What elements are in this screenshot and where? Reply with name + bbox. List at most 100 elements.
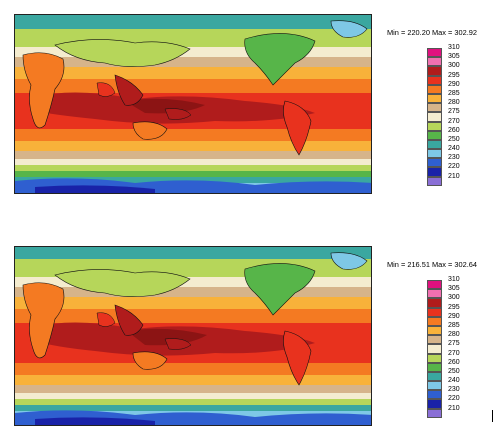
legend-row-305: 305 xyxy=(427,285,487,299)
legend-row-240: 240 xyxy=(427,377,487,391)
legend-row-310: 310 xyxy=(427,276,487,290)
legend-label-300: 300 xyxy=(448,62,460,70)
colorbar-legend-top: 310 305 300 295 290 285 280 275 270 260 250 240 230 2… xyxy=(427,44,487,186)
legend-label-300: 300 xyxy=(448,294,460,302)
legend-label-280: 280 xyxy=(448,331,460,339)
legend-row-300: 300 xyxy=(427,62,487,76)
legend-label-230: 230 xyxy=(448,386,460,394)
legend-row-295: 295 xyxy=(427,304,487,317)
legend-row-290: 290 xyxy=(427,81,487,94)
legend-label-250: 250 xyxy=(448,367,460,375)
legend-row-285: 285 xyxy=(427,322,487,336)
legend-label-220: 220 xyxy=(448,395,460,403)
text-cursor xyxy=(492,410,493,422)
legend-swatch-305 xyxy=(427,57,442,67)
minmax-label-top: Min = 220.20 Max = 302.92 xyxy=(387,28,477,37)
legend-swatch-295 xyxy=(427,75,442,85)
legend-label-210: 210 xyxy=(448,404,460,412)
legend-swatch-290 xyxy=(427,84,442,94)
legend-label-250: 250 xyxy=(448,135,460,143)
legend-swatch-280 xyxy=(427,335,442,345)
legend-row-295: 295 xyxy=(427,72,487,85)
legend-swatch-230 xyxy=(427,390,442,400)
legend-swatch-250 xyxy=(427,371,442,382)
legend-swatch-290 xyxy=(427,316,442,326)
panel-bottom: Min = 216.51 Max = 302.64 310 305 300 295 29… xyxy=(0,232,503,426)
legend-row-220: 220 xyxy=(427,395,487,409)
legend-row-250: 250 xyxy=(427,136,487,150)
legend-swatch-285 xyxy=(427,325,442,336)
legend-swatch-220 xyxy=(427,399,442,409)
legend-row-230: 230 xyxy=(427,154,487,168)
legend-row-230: 230 xyxy=(427,386,487,400)
legend-swatch-210 xyxy=(427,176,442,186)
legend-label-275: 275 xyxy=(448,108,460,116)
legend-label-285: 285 xyxy=(448,89,460,97)
legend-label-310: 310 xyxy=(448,44,460,51)
max-value-bottom: Max = 302.64 xyxy=(432,260,477,269)
min-value-bottom: Min = 216.51 xyxy=(387,260,430,269)
legend-row-280: 280 xyxy=(427,331,487,345)
legend-row-275: 275 xyxy=(427,108,487,122)
legend-swatch-260 xyxy=(427,130,442,140)
legend-row-290: 290 xyxy=(427,313,487,326)
legend-label-270: 270 xyxy=(448,117,460,125)
legend-swatch-280 xyxy=(427,103,442,113)
legend-row-285: 285 xyxy=(427,90,487,104)
legend-swatch-310 xyxy=(427,280,442,290)
legend-row-280: 280 xyxy=(427,99,487,113)
legend-row-300: 300 xyxy=(427,294,487,308)
legend-swatch-260 xyxy=(427,362,442,372)
legend-label-290: 290 xyxy=(448,312,460,320)
legend-label-210: 210 xyxy=(448,172,460,180)
legend-row-260: 260 xyxy=(427,359,487,372)
legend-label-295: 295 xyxy=(448,71,460,79)
legend-row-240: 240 xyxy=(427,145,487,159)
max-value-top: Max = 302.92 xyxy=(432,28,477,37)
legend-label-240: 240 xyxy=(448,145,460,153)
legend-label-270: 270 xyxy=(448,349,460,357)
contour-map-top-svg xyxy=(15,15,371,193)
legend-row-250: 250 xyxy=(427,368,487,382)
legend-row-210: 210 xyxy=(427,173,487,186)
legend-swatch-270 xyxy=(427,353,442,363)
legend-label-305: 305 xyxy=(448,285,460,293)
temperature-map-top xyxy=(14,14,372,194)
legend-row-220: 220 xyxy=(427,163,487,177)
legend-label-295: 295 xyxy=(448,303,460,311)
legend-swatch-220 xyxy=(427,167,442,177)
legend-label-280: 280 xyxy=(448,99,460,107)
contour-map-bottom-svg xyxy=(15,247,371,425)
legend-swatch-240 xyxy=(427,149,442,159)
colorbar-legend-bottom: 310 305 300 295 290 285 280 275 270 260 250 240 230 2… xyxy=(427,276,487,418)
legend-label-305: 305 xyxy=(448,53,460,61)
legend-row-270: 270 xyxy=(427,118,487,131)
legend-row-270: 270 xyxy=(427,350,487,363)
legend-swatch-250 xyxy=(427,139,442,150)
min-value-top: Min = 220.20 xyxy=(387,28,430,37)
legend-row-210: 210 xyxy=(427,405,487,418)
legend-swatch-295 xyxy=(427,307,442,317)
legend-row-310: 310 xyxy=(427,44,487,58)
minmax-label-bottom: Min = 216.51 Max = 302.64 xyxy=(387,260,477,269)
legend-label-220: 220 xyxy=(448,163,460,171)
legend-swatch-230 xyxy=(427,158,442,168)
legend-row-260: 260 xyxy=(427,127,487,140)
legend-swatch-275 xyxy=(427,344,442,354)
legend-swatch-300 xyxy=(427,66,442,76)
legend-swatch-275 xyxy=(427,112,442,122)
legend-label-260: 260 xyxy=(448,126,460,134)
legend-swatch-305 xyxy=(427,289,442,299)
legend-swatch-240 xyxy=(427,381,442,391)
legend-row-305: 305 xyxy=(427,53,487,67)
legend-label-230: 230 xyxy=(448,154,460,162)
legend-label-260: 260 xyxy=(448,358,460,366)
temperature-map-bottom xyxy=(14,246,372,426)
legend-label-285: 285 xyxy=(448,321,460,329)
legend-label-310: 310 xyxy=(448,276,460,283)
legend-label-290: 290 xyxy=(448,80,460,88)
legend-swatch-270 xyxy=(427,121,442,131)
legend-swatch-210 xyxy=(427,408,442,418)
legend-swatch-310 xyxy=(427,48,442,58)
